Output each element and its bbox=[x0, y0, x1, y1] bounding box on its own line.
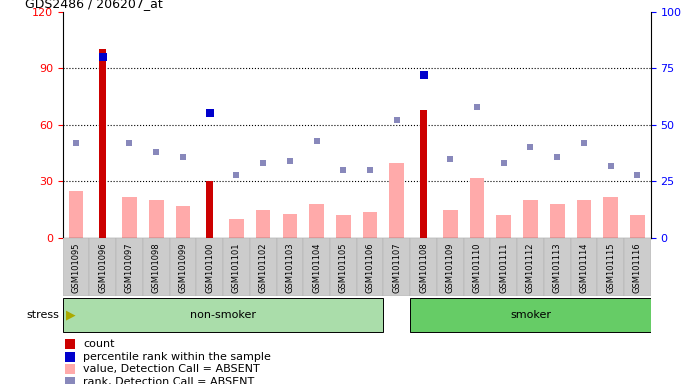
Bar bbox=[470, 178, 484, 238]
Bar bbox=[63, 298, 383, 332]
Bar bbox=[303, 238, 330, 296]
Bar bbox=[491, 238, 517, 296]
Bar bbox=[523, 200, 538, 238]
Bar bbox=[256, 210, 271, 238]
Text: GSM101108: GSM101108 bbox=[419, 243, 428, 293]
Bar bbox=[196, 238, 223, 296]
Bar bbox=[597, 238, 624, 296]
Text: GSM101107: GSM101107 bbox=[393, 243, 402, 293]
Text: ▶: ▶ bbox=[66, 308, 76, 321]
Text: non-smoker: non-smoker bbox=[190, 310, 256, 320]
Text: GSM101097: GSM101097 bbox=[125, 243, 134, 293]
Text: GDS2486 / 206207_at: GDS2486 / 206207_at bbox=[25, 0, 163, 10]
Text: GSM101105: GSM101105 bbox=[339, 243, 348, 293]
Bar bbox=[276, 238, 303, 296]
Bar bbox=[330, 238, 357, 296]
Bar bbox=[250, 238, 276, 296]
Text: GSM101109: GSM101109 bbox=[445, 243, 454, 293]
Bar bbox=[122, 197, 137, 238]
Bar bbox=[437, 238, 464, 296]
Bar bbox=[175, 206, 190, 238]
Bar bbox=[63, 238, 89, 296]
Text: count: count bbox=[84, 339, 115, 349]
Bar bbox=[229, 219, 244, 238]
Text: GSM101113: GSM101113 bbox=[553, 243, 562, 293]
Text: stress: stress bbox=[26, 310, 59, 320]
Text: GSM101100: GSM101100 bbox=[205, 243, 214, 293]
Bar bbox=[363, 212, 377, 238]
Bar bbox=[603, 197, 618, 238]
Bar bbox=[116, 238, 143, 296]
Text: GSM101099: GSM101099 bbox=[178, 243, 187, 293]
Bar bbox=[630, 215, 644, 238]
Bar bbox=[517, 238, 544, 296]
Text: GSM101114: GSM101114 bbox=[580, 243, 588, 293]
Bar bbox=[223, 238, 250, 296]
Text: percentile rank within the sample: percentile rank within the sample bbox=[84, 351, 271, 362]
Bar bbox=[544, 238, 571, 296]
Bar bbox=[443, 210, 457, 238]
Bar bbox=[576, 200, 592, 238]
Bar bbox=[410, 298, 651, 332]
Bar bbox=[309, 204, 324, 238]
Text: GSM101096: GSM101096 bbox=[98, 243, 107, 293]
Bar bbox=[206, 182, 213, 238]
Text: GSM101104: GSM101104 bbox=[312, 243, 321, 293]
Text: GSM101102: GSM101102 bbox=[259, 243, 268, 293]
Text: GSM101112: GSM101112 bbox=[526, 243, 535, 293]
Text: GSM101098: GSM101098 bbox=[152, 243, 161, 293]
Bar bbox=[89, 238, 116, 296]
Text: GSM101095: GSM101095 bbox=[72, 243, 81, 293]
Bar bbox=[170, 238, 196, 296]
Bar bbox=[390, 162, 404, 238]
Text: GSM101111: GSM101111 bbox=[499, 243, 508, 293]
Bar bbox=[464, 238, 491, 296]
Bar bbox=[624, 238, 651, 296]
Text: value, Detection Call = ABSENT: value, Detection Call = ABSENT bbox=[84, 364, 260, 374]
Bar bbox=[336, 215, 351, 238]
Text: GSM101110: GSM101110 bbox=[473, 243, 482, 293]
Bar bbox=[283, 214, 297, 238]
Text: smoker: smoker bbox=[510, 310, 551, 320]
Bar bbox=[69, 191, 84, 238]
Text: GSM101115: GSM101115 bbox=[606, 243, 615, 293]
Bar bbox=[383, 238, 410, 296]
Bar bbox=[100, 49, 106, 238]
Text: GSM101106: GSM101106 bbox=[365, 243, 374, 293]
Text: rank, Detection Call = ABSENT: rank, Detection Call = ABSENT bbox=[84, 376, 255, 384]
Text: GSM101101: GSM101101 bbox=[232, 243, 241, 293]
Bar bbox=[496, 215, 511, 238]
Text: GSM101116: GSM101116 bbox=[633, 243, 642, 293]
Text: GSM101103: GSM101103 bbox=[285, 243, 294, 293]
Bar bbox=[143, 238, 170, 296]
Bar bbox=[571, 238, 597, 296]
Bar bbox=[550, 204, 564, 238]
Bar bbox=[356, 238, 383, 296]
Bar bbox=[410, 238, 437, 296]
Bar bbox=[420, 110, 427, 238]
Bar bbox=[149, 200, 164, 238]
